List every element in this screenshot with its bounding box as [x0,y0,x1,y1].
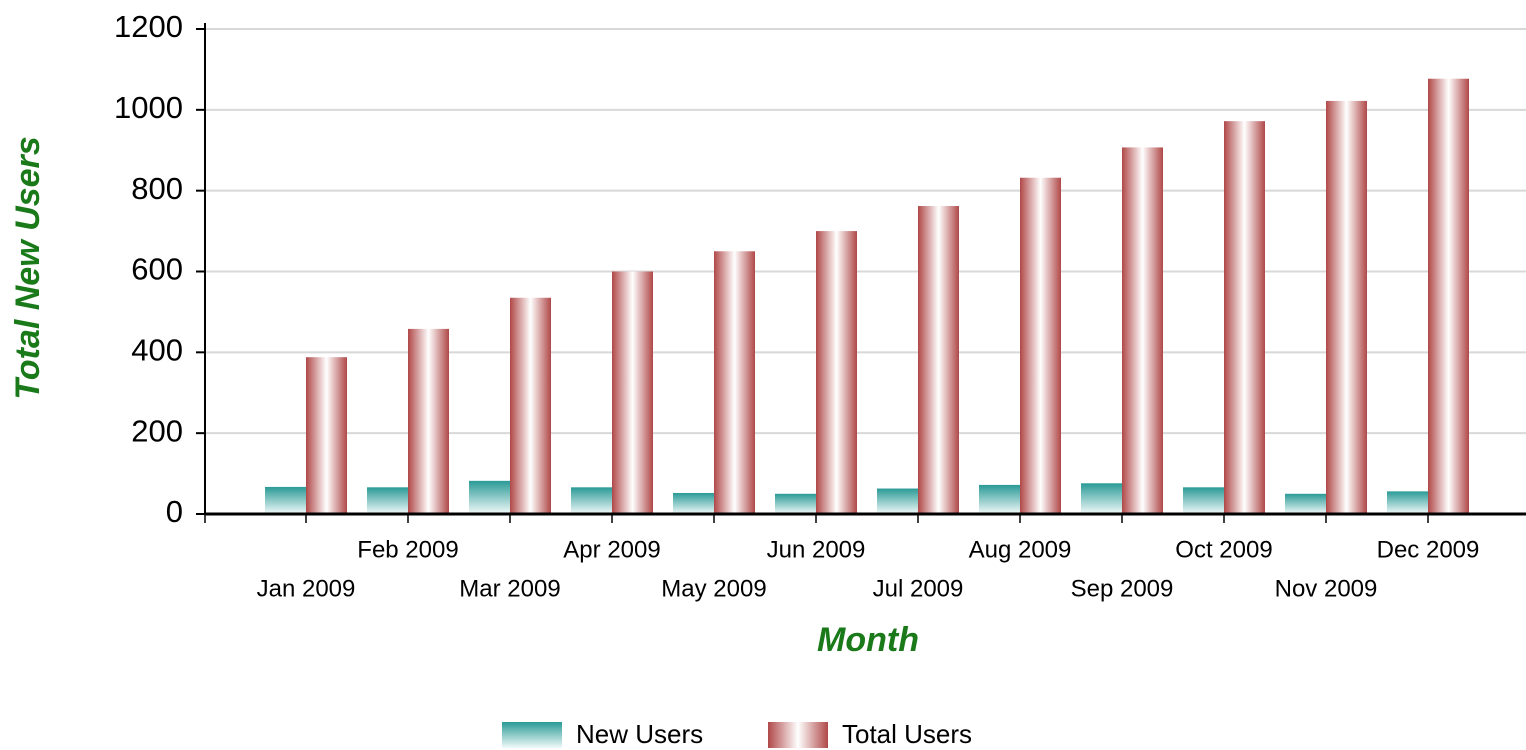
bar [1122,147,1163,514]
bar [877,488,918,514]
bar [1428,78,1469,515]
bar [714,251,755,514]
bar [979,484,1020,514]
bar [1387,491,1428,514]
legend-label: Total Users [842,719,972,749]
x-tick-label: Jan 2009 [257,575,356,602]
bar [1081,483,1122,514]
y-tick-label: 400 [131,333,183,368]
bar [775,493,816,514]
bar [612,271,653,514]
x-tick-label: Oct 2009 [1175,536,1272,563]
legend-label: New Users [576,719,703,749]
x-tick-label: Dec 2009 [1377,536,1480,563]
x-tick-label: Mar 2009 [459,575,560,602]
bar [1285,493,1326,514]
bar [265,486,306,514]
y-tick-label: 600 [131,252,183,287]
bar [367,487,408,514]
bar [1326,100,1367,515]
bar [571,487,612,514]
legend-swatch [768,722,828,748]
x-tick-label: Jun 2009 [767,536,866,563]
x-axis-title: Month [817,621,919,659]
y-tick-label: 200 [131,413,183,448]
bar [673,492,714,514]
bar [1020,177,1061,514]
x-tick-label: Jul 2009 [873,575,964,602]
bar [408,328,449,514]
x-tick-label: May 2009 [661,575,766,602]
bar [816,231,857,515]
y-tick-label: 0 [166,494,183,529]
bar [469,480,510,514]
x-tick-label: Feb 2009 [357,536,458,563]
y-tick-label: 1200 [114,9,183,44]
legend-swatch [502,722,562,748]
x-tick-label: Sep 2009 [1071,575,1174,602]
x-tick-label: Nov 2009 [1275,575,1378,602]
bar [306,357,347,514]
x-tick-label: Aug 2009 [969,536,1072,563]
y-axis-title: Total New Users [9,136,47,399]
bar [510,297,551,514]
y-tick-label: 800 [131,171,183,206]
x-tick-label: Apr 2009 [563,536,660,563]
y-tick-label: 1000 [114,90,183,125]
bar [918,206,959,514]
bar [1224,121,1265,515]
bar [1183,487,1224,514]
